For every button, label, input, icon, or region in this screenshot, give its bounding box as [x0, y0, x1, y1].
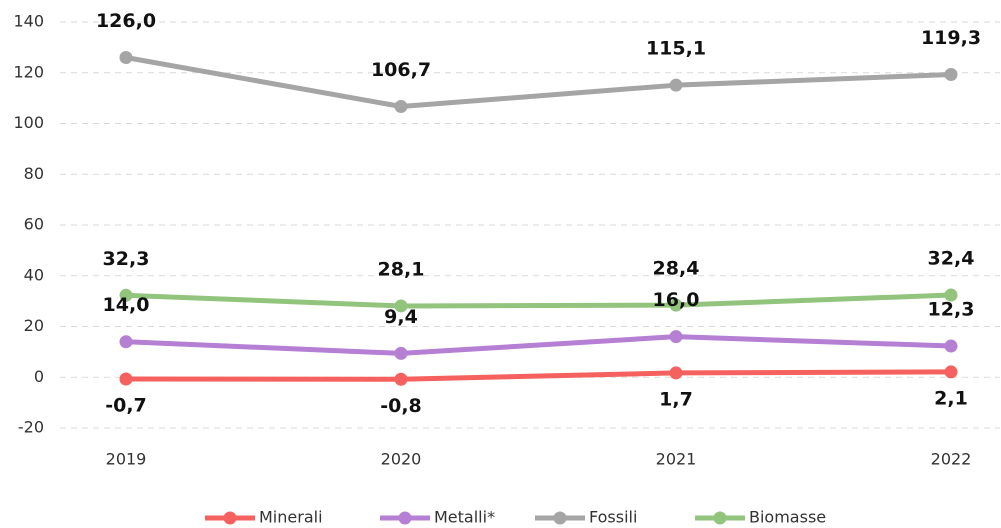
- point: [669, 330, 683, 344]
- data-label: 14,0: [103, 294, 150, 316]
- data-label: 9,4: [384, 306, 418, 328]
- legend-marker: [553, 511, 567, 525]
- y-tick-label: 40: [24, 265, 44, 284]
- point: [394, 99, 408, 113]
- x-tick-label: 2020: [381, 450, 422, 469]
- data-label: -0,8: [380, 395, 422, 417]
- data-label: 1,7: [659, 388, 693, 410]
- data-label: 32,4: [928, 248, 975, 270]
- data-label: 28,4: [653, 258, 700, 280]
- series-line: [125, 55, 952, 109]
- legend-marker: [713, 511, 727, 525]
- data-label: -0,7: [105, 395, 147, 417]
- point: [669, 298, 683, 312]
- y-tick-label: 60: [24, 215, 44, 234]
- point: [119, 372, 133, 386]
- y-tick-label: 140: [13, 12, 44, 31]
- legend-marker: [398, 511, 412, 525]
- point: [669, 366, 683, 380]
- point: [119, 335, 133, 349]
- data-label: 12,3: [928, 299, 975, 321]
- legend-label: Minerali: [259, 508, 323, 527]
- point: [944, 68, 958, 82]
- data-label: 28,1: [378, 258, 425, 280]
- y-tick-label: -20: [18, 418, 44, 437]
- legend-label: Fossili: [589, 508, 637, 527]
- point: [944, 339, 958, 353]
- x-tick-label: 2021: [656, 450, 697, 469]
- series-line: [125, 292, 952, 309]
- series-line: [125, 334, 952, 356]
- data-label: 16,0: [653, 289, 700, 311]
- data-label: 126,0: [96, 10, 156, 32]
- data-label: 32,3: [103, 248, 150, 270]
- point: [944, 288, 958, 302]
- x-tick-label: 2019: [106, 450, 147, 469]
- x-tick-label: 2022: [931, 450, 972, 469]
- point: [119, 51, 133, 65]
- y-tick-label: 0: [34, 367, 44, 386]
- point: [394, 346, 408, 360]
- point: [944, 365, 958, 379]
- point: [394, 372, 408, 386]
- y-tick-label: 80: [24, 164, 44, 183]
- series-line: [125, 369, 952, 382]
- legend-label: Biomasse: [749, 508, 826, 527]
- point: [119, 288, 133, 302]
- legend-label: Metalli*: [434, 508, 495, 527]
- y-tick-label: 120: [13, 62, 44, 81]
- legend-marker: [223, 511, 237, 525]
- y-tick-label: 100: [13, 113, 44, 132]
- data-label: 119,3: [921, 27, 981, 49]
- data-label: 2,1: [934, 387, 968, 409]
- data-label: 106,7: [371, 59, 431, 81]
- point: [394, 299, 408, 313]
- point: [669, 78, 683, 92]
- data-label: 115,1: [646, 38, 706, 60]
- y-tick-label: 20: [24, 316, 44, 335]
